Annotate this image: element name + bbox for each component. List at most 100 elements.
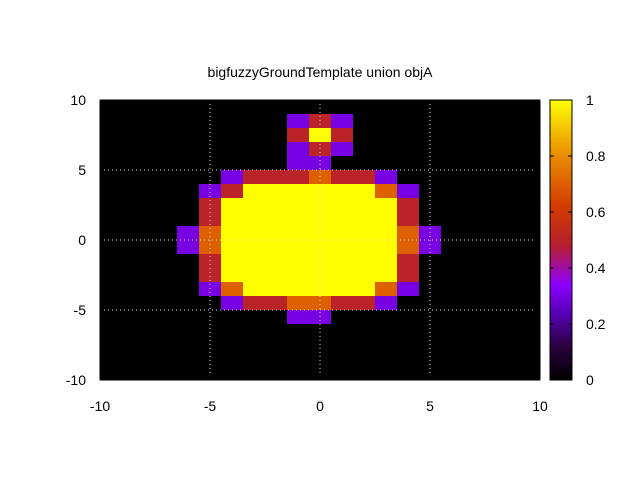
heatmap-cell-4-5	[331, 170, 354, 185]
heatmap-cell-4-4	[309, 170, 332, 185]
heatmap-cell-8-7	[331, 226, 354, 241]
heatmap-cell-8-11	[419, 226, 442, 241]
y-axis-tick-label-3: 5	[78, 162, 86, 178]
heatmap-cell-5-7	[353, 184, 376, 199]
heatmap-cell-11-8	[375, 268, 398, 283]
heatmap-cell-14-1	[309, 310, 332, 325]
heatmap-cell-11-0	[199, 268, 222, 283]
chart-title: bigfuzzyGroundTemplate union objA	[208, 64, 434, 80]
heatmap-cell-13-4	[309, 296, 332, 311]
y-axis-tick-label-2: 0	[78, 232, 86, 248]
heatmap-cell-10-8	[375, 254, 398, 269]
heatmap-cell-10-7	[353, 254, 376, 269]
heatmap-cell-9-6	[309, 240, 332, 255]
heatmap-cell-10-4	[287, 254, 310, 269]
heatmap-cell-12-4	[287, 282, 310, 297]
x-axis-tick-label-4: 10	[532, 398, 548, 414]
heatmap-cell-2-1	[309, 142, 332, 157]
heatmap-cell-13-5	[331, 296, 354, 311]
heatmap-cell-7-5	[309, 212, 332, 227]
x-axis-tick-label-3: 5	[426, 398, 434, 414]
heatmap-cell-7-2	[243, 212, 266, 227]
heatmap-cell-7-0	[199, 212, 222, 227]
heatmap-cell-12-8	[375, 282, 398, 297]
heatmap-cell-5-1	[221, 184, 244, 199]
heatmap-cell-5-6	[331, 184, 354, 199]
heatmap-cell-6-1	[221, 198, 244, 213]
heatmap-cell-7-9	[397, 212, 420, 227]
heatmap-cell-5-5	[309, 184, 332, 199]
heatmap-cell-9-9	[375, 240, 398, 255]
heatmap-cell-2-2	[331, 142, 354, 157]
colorbar-tick-label-4: 0.8	[586, 148, 606, 164]
y-axis-tick-label-4: 10	[70, 92, 86, 108]
x-axis-tick-label-2: 0	[316, 398, 324, 414]
heatmap-cell-8-0	[177, 226, 200, 241]
heatmap-cell-9-8	[353, 240, 376, 255]
heatmap-cell-11-5	[309, 268, 332, 283]
heatmap-cell-12-1	[221, 282, 244, 297]
heatmap-cell-8-6	[309, 226, 332, 241]
heatmap-cell-6-0	[199, 198, 222, 213]
heatmap-cell-11-3	[265, 268, 288, 283]
heatmap-cell-8-2	[221, 226, 244, 241]
heatmap-cell-10-5	[309, 254, 332, 269]
heatmap-cells	[177, 114, 442, 325]
heatmap-cell-9-4	[265, 240, 288, 255]
heatmap-cell-4-1	[243, 170, 266, 185]
heatmap-cell-7-3	[265, 212, 288, 227]
colorbar-tick-label-2: 0.4	[586, 260, 606, 276]
heatmap-cell-6-7	[353, 198, 376, 213]
heatmap-cell-6-8	[375, 198, 398, 213]
axis-ticks	[99, 99, 541, 381]
heatmap-cell-1-1	[309, 128, 332, 143]
heatmap-cell-10-1	[221, 254, 244, 269]
heatmap-cell-11-4	[287, 268, 310, 283]
heatmap-cell-9-5	[287, 240, 310, 255]
heatmap-cell-11-1	[221, 268, 244, 283]
heatmap-cell-12-5	[309, 282, 332, 297]
colorbar-tick-label-3: 0.6	[586, 204, 606, 220]
heatmap-cell-9-2	[221, 240, 244, 255]
heatmap-cell-13-0	[221, 296, 244, 311]
heatmap-cell-9-0	[177, 240, 200, 255]
heatmap-cell-9-7	[331, 240, 354, 255]
heatmap-cell-12-7	[353, 282, 376, 297]
colorbar-tick-label-0: 0	[586, 372, 594, 388]
heatmap-cell-8-5	[287, 226, 310, 241]
heatmap-cell-3-1	[309, 156, 332, 171]
heatmap-cell-5-4	[287, 184, 310, 199]
heatmap-cell-6-2	[243, 198, 266, 213]
heatmap-cell-9-1	[199, 240, 222, 255]
heatmap-cell-14-0	[287, 310, 310, 325]
heatmap-cell-1-2	[331, 128, 354, 143]
heatmap-cell-9-11	[419, 240, 442, 255]
y-axis-tick-label-0: -10	[66, 372, 86, 388]
heatmap-cell-6-9	[397, 198, 420, 213]
heatmap-cell-4-2	[265, 170, 288, 185]
heatmap-cell-7-6	[331, 212, 354, 227]
heatmap-cell-9-10	[397, 240, 420, 255]
heatmap-cell-0-1	[309, 114, 332, 129]
heatmap-cell-12-6	[331, 282, 354, 297]
x-axis-tick-label-0: -10	[90, 398, 110, 414]
colorbar-tick-labels: 0 0.2 0.4 0.6 0.8 1	[586, 92, 606, 388]
heatmap-cell-13-7	[375, 296, 398, 311]
heatmap-cell-10-6	[331, 254, 354, 269]
axis-tick-labels: -10 -5 0 5 10 -10 -5 0 5 10	[66, 92, 548, 414]
heatmap-cell-8-3	[243, 226, 266, 241]
heatmap-cell-9-3	[243, 240, 266, 255]
heatmap-cell-12-9	[397, 282, 420, 297]
heatmap-cell-4-6	[353, 170, 376, 185]
heatmap-cell-13-6	[353, 296, 376, 311]
heatmap-cell-10-9	[397, 254, 420, 269]
grid-lines	[100, 100, 540, 380]
heatmap-cell-6-6	[331, 198, 354, 213]
heatmap-cell-13-1	[243, 296, 266, 311]
heatmap-cell-1-0	[287, 128, 310, 143]
heatmap-cell-0-0	[287, 114, 310, 129]
colorbar-gradient	[549, 99, 573, 381]
heatmap-cell-3-0	[287, 156, 310, 171]
